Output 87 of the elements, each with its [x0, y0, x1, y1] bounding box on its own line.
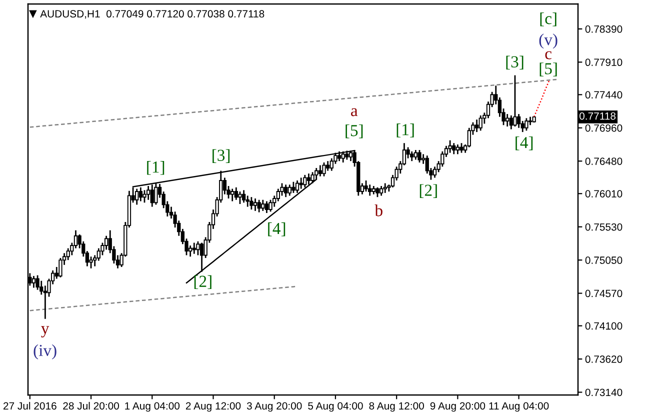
x-tick-label: 9 Aug 20:00	[430, 402, 486, 412]
candlestick	[474, 118, 479, 133]
candlestick	[506, 113, 510, 128]
candlestick	[242, 189, 246, 204]
candlestick	[257, 199, 261, 213]
text: AUDUSD,H1 0.77049 0.77120 0.77038 0.77118	[40, 10, 264, 19]
candlestick	[196, 240, 200, 256]
candlestick	[43, 284, 48, 320]
candlestick	[456, 144, 460, 155]
y-tick-label: 0.73140	[585, 388, 622, 396]
annotation: [4]	[268, 222, 286, 236]
annotation: [2]	[420, 184, 437, 198]
y-tick-label: 0.76960	[585, 124, 622, 132]
y-tick-label: 0.75050	[585, 256, 622, 264]
candlestick	[58, 257, 62, 278]
candlestick	[322, 162, 326, 178]
candlestick	[288, 184, 292, 196]
annotation: [5]	[540, 62, 557, 76]
y-tick-label: 0.74100	[585, 322, 622, 330]
y-tick-label: 0.77910	[585, 58, 622, 66]
candlestick	[379, 185, 384, 196]
candlestick	[36, 274, 40, 291]
candlestick	[292, 181, 296, 194]
annotation: [2]	[194, 275, 212, 290]
candlestick	[364, 180, 368, 192]
candlestick	[250, 196, 254, 210]
x-tick-label: 28 Jul 20:00	[63, 402, 119, 410]
y-tick-label: 0.78390	[585, 25, 622, 33]
candlestick	[200, 242, 204, 273]
candlestick	[414, 149, 418, 160]
candlestick	[368, 184, 372, 196]
candlestick	[284, 184, 288, 198]
x-tick-label: 5 Aug 04:00	[308, 402, 363, 412]
annotation: b	[374, 204, 382, 216]
annotation: c	[545, 51, 552, 60]
candlestick	[478, 114, 482, 132]
y-tick-label: 0.76010	[585, 190, 622, 198]
candlestick	[261, 199, 265, 212]
x-tick-label: 2 Aug 12:00	[186, 402, 241, 412]
annotation: [c]	[540, 12, 556, 26]
candlestick	[326, 160, 330, 172]
annotation: [3]	[212, 149, 230, 164]
candlestick	[376, 186, 380, 198]
candlestick	[418, 149, 422, 164]
y-tick-label: 0.77440	[585, 91, 622, 99]
x-tick-label: 11 Aug 04:00	[489, 402, 549, 412]
candlestick	[452, 142, 456, 155]
x-tick-label: 27 Jul 2016	[4, 402, 56, 410]
x-tick-label: 8 Aug 12:00	[369, 402, 424, 412]
candlestick	[230, 188, 234, 202]
candlestick	[383, 182, 387, 194]
y-tick-label: 0.75530	[585, 223, 622, 231]
annotation: a	[351, 108, 358, 116]
annotation: (v)	[539, 34, 558, 49]
candlestick	[524, 117, 528, 132]
candlestick	[253, 198, 258, 212]
candlestick	[509, 114, 513, 130]
candlestick	[142, 189, 146, 204]
annotation: (iv)	[34, 344, 56, 360]
candlestick	[448, 140, 452, 154]
candlestick	[264, 200, 269, 214]
candlestick	[516, 113, 521, 129]
x-tick-label: 1 Aug 04:00	[125, 402, 180, 412]
candlestick	[192, 242, 196, 255]
candlestick	[513, 74, 517, 128]
y-tick-label: 0.73620	[585, 356, 622, 363]
candlestick	[268, 199, 272, 212]
annotation: y	[41, 326, 50, 338]
candlestick	[410, 150, 414, 162]
candlestick	[188, 244, 192, 258]
candlestick	[234, 186, 238, 201]
annotation: [3]	[506, 56, 524, 70]
annotation: [4]	[516, 136, 533, 150]
candlestick	[135, 188, 139, 206]
candlestick	[238, 190, 242, 205]
y-tick-label: 0.76480	[585, 158, 622, 165]
annotation: [5]	[346, 124, 363, 138]
candlestick	[318, 164, 322, 178]
annotation: [1]	[147, 160, 164, 175]
candlestick	[89, 256, 93, 270]
candlestick	[32, 275, 36, 288]
annotation: [1]	[396, 124, 414, 138]
x-tick-label: 3 Aug 20:00	[246, 402, 302, 412]
y-tick-label: 0.74570	[585, 290, 622, 298]
candlestick	[460, 142, 464, 154]
text: 0.77118	[580, 112, 616, 120]
line-series	[533, 80, 550, 118]
